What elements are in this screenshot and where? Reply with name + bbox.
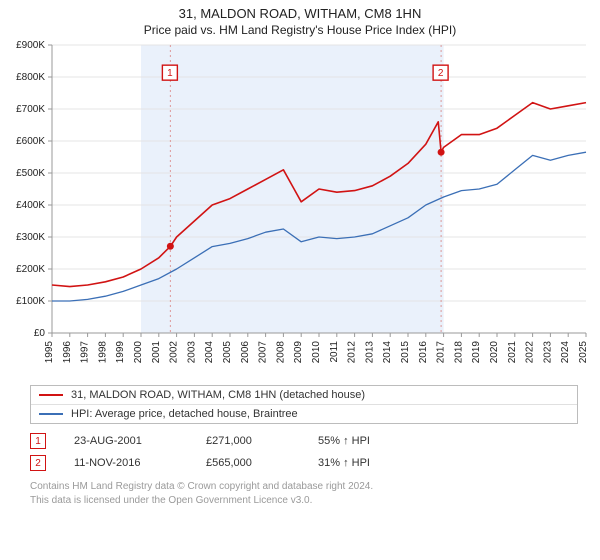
sales-marker: 1: [30, 433, 46, 449]
chart-area: £0 £100K £200K £300K £400K £500K £600K £700K £80…: [0, 37, 600, 377]
x-tick-label: 2001: [151, 341, 162, 364]
sales-marker: 2: [30, 455, 46, 471]
title-block: 31, MALDON ROAD, WITHAM, CM8 1HN Price p…: [0, 0, 600, 37]
y-tick-label: £500K: [16, 168, 45, 179]
x-tick-label: 2003: [186, 341, 197, 364]
x-tick-label: 2000: [133, 341, 144, 364]
x-tick-label: 2005: [222, 341, 233, 364]
x-tick-label: 2006: [240, 341, 251, 364]
sales-row: 1 23-AUG-2001 £271,000 55% ↑ HPI: [30, 430, 578, 452]
y-tick-label: £300K: [16, 232, 45, 243]
x-tick-label: 2017: [436, 341, 447, 364]
x-tick-label: 2011: [329, 341, 340, 363]
title-subtitle: Price paid vs. HM Land Registry's House …: [0, 23, 600, 37]
x-tick-label: 1999: [115, 341, 126, 364]
y-tick-label: £0: [34, 328, 46, 339]
sales-price: £271,000: [206, 435, 296, 447]
x-tick-label: 1997: [80, 341, 91, 364]
x-tick-label: 2009: [293, 341, 304, 364]
shaded-band: [141, 45, 444, 333]
line-chart: £0 £100K £200K £300K £400K £500K £600K £700K £80…: [0, 37, 600, 377]
sales-date: 23-AUG-2001: [74, 435, 184, 447]
sale-marker-number: 1: [167, 68, 173, 79]
x-tick-label: 2015: [400, 341, 411, 364]
x-tick-label: 2023: [542, 341, 553, 364]
x-tick-label: 2016: [418, 341, 429, 364]
y-tick-label: £600K: [16, 136, 45, 147]
sales-hpi-delta: 31% ↑ HPI: [318, 457, 408, 469]
sales-hpi-delta: 55% ↑ HPI: [318, 435, 408, 447]
x-tick-label: 2022: [525, 341, 536, 364]
legend-item: 31, MALDON ROAD, WITHAM, CM8 1HN (detach…: [31, 386, 577, 404]
footer: Contains HM Land Registry data © Crown c…: [30, 480, 578, 507]
footer-line: Contains HM Land Registry data © Crown c…: [30, 480, 578, 494]
legend: 31, MALDON ROAD, WITHAM, CM8 1HN (detach…: [30, 385, 578, 424]
x-tick-label: 2020: [489, 341, 500, 364]
legend-swatch: [39, 413, 63, 415]
x-tick-label: 1995: [44, 341, 55, 364]
footer-line: This data is licensed under the Open Gov…: [30, 494, 578, 508]
y-tick-label: £800K: [16, 72, 45, 83]
y-tick-label: £100K: [16, 296, 45, 307]
x-tick-label: 2025: [578, 341, 589, 364]
x-tick-label: 2010: [311, 341, 322, 364]
x-tick-label: 2008: [275, 341, 286, 364]
x-tick-label: 2024: [560, 341, 571, 364]
legend-item: HPI: Average price, detached house, Brai…: [31, 404, 577, 423]
x-tick-label: 2014: [382, 341, 393, 364]
x-tick-label: 2002: [169, 341, 180, 364]
sales-date: 11-NOV-2016: [74, 457, 184, 469]
legend-swatch: [39, 394, 63, 396]
x-tick-label: 2004: [204, 341, 215, 364]
x-tick-label: 2018: [453, 341, 464, 364]
legend-label: 31, MALDON ROAD, WITHAM, CM8 1HN (detach…: [71, 389, 365, 401]
x-tick-label: 1996: [62, 341, 73, 364]
sales-price: £565,000: [206, 457, 296, 469]
x-tick-label: 2019: [471, 341, 482, 364]
x-tick-label: 2007: [258, 341, 269, 364]
sales-table: 1 23-AUG-2001 £271,000 55% ↑ HPI 2 11-NOV-201…: [30, 430, 578, 474]
legend-label: HPI: Average price, detached house, Brai…: [71, 408, 298, 420]
y-tick-label: £400K: [16, 200, 45, 211]
x-tick-label: 1998: [97, 341, 108, 364]
title-address: 31, MALDON ROAD, WITHAM, CM8 1HN: [0, 6, 600, 21]
sales-row: 2 11-NOV-2016 £565,000 31% ↑ HPI: [30, 452, 578, 474]
x-tick-label: 2021: [507, 341, 518, 364]
sale-marker-number: 2: [438, 68, 444, 79]
y-tick-label: £200K: [16, 264, 45, 275]
x-tick-label: 2012: [347, 341, 358, 364]
y-tick-label: £900K: [16, 40, 45, 51]
y-tick-label: £700K: [16, 104, 45, 115]
figure-container: 31, MALDON ROAD, WITHAM, CM8 1HN Price p…: [0, 0, 600, 507]
x-tick-label: 2013: [364, 341, 375, 364]
